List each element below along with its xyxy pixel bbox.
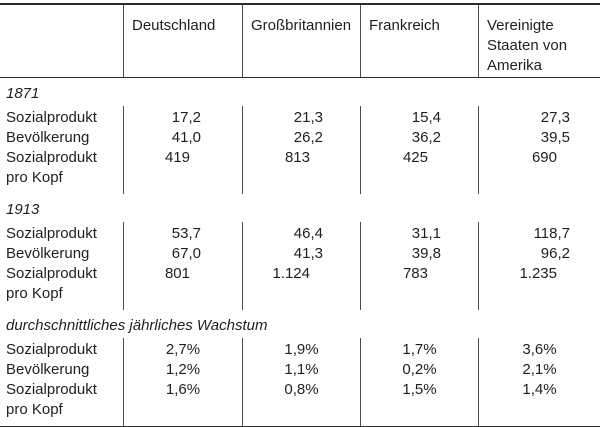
row-label: Sozialprodukt xyxy=(6,225,97,242)
row-label: Bevölkerung xyxy=(6,245,90,262)
row-label: Bevölkerung xyxy=(6,361,90,378)
value-cell: 26,2 xyxy=(242,128,360,148)
value-cell: 31,1 xyxy=(360,222,478,244)
value-cell: 53,7 xyxy=(123,222,242,244)
statistics-table: Deutschland Großbritannien Frankreich Ve… xyxy=(0,3,600,427)
value-cell: 1.124 xyxy=(242,264,360,310)
value-cell: 1,6% xyxy=(123,380,242,426)
value-cell: 801 xyxy=(123,264,242,310)
value-cell: 3,6% xyxy=(478,338,600,360)
column-header-grossbritannien: Großbritannien xyxy=(242,5,360,77)
value-cell: 36,2 xyxy=(360,128,478,148)
value-cell: 96,2 xyxy=(478,244,600,264)
section-1913: 1913 Sozialprodukt 53,7 46,4 31,1 118,7 … xyxy=(0,194,600,310)
value-cell: 0,2% xyxy=(360,360,478,380)
value-cell: 39,8 xyxy=(360,244,478,264)
value-cell: 813 xyxy=(242,148,360,194)
value-cell: 1,7% xyxy=(360,338,478,360)
value-cell: 690 xyxy=(478,148,600,194)
section-label: 1871 xyxy=(6,85,40,102)
row-label: Bevölkerung xyxy=(6,129,90,146)
value-cell: 21,3 xyxy=(242,106,360,128)
section-data-block: Sozialprodukt 17,2 21,3 15,4 27,3 Bevölk… xyxy=(0,106,600,194)
value-cell: 1,5% xyxy=(360,380,478,426)
row-label: Sozialprodukt pro Kopf xyxy=(6,149,97,186)
value-cell: 2,7% xyxy=(123,338,242,360)
section-label: 1913 xyxy=(6,201,40,218)
value-cell: 27,3 xyxy=(478,106,600,128)
value-cell: 783 xyxy=(360,264,478,310)
row-label: Sozialprodukt xyxy=(6,109,97,126)
row-label: Sozialprodukt xyxy=(6,341,97,358)
value-cell: 0,8% xyxy=(242,380,360,426)
value-cell: 425 xyxy=(360,148,478,194)
row-label: Sozialprodukt pro Kopf xyxy=(6,265,97,302)
value-cell: 2,1% xyxy=(478,360,600,380)
value-cell: 1,9% xyxy=(242,338,360,360)
column-header-frankreich: Frankreich xyxy=(360,5,478,77)
table-header-row: Deutschland Großbritannien Frankreich Ve… xyxy=(0,5,600,78)
column-header-deutschland: Deutschland xyxy=(123,5,242,77)
value-cell: 1,2% xyxy=(123,360,242,380)
value-cell: 1.235 xyxy=(478,264,600,310)
value-cell: 41,3 xyxy=(242,244,360,264)
section-data-block: Sozialprodukt 53,7 46,4 31,1 118,7 Bevöl… xyxy=(0,222,600,310)
section-label: durchschnittliches jährliches Wachstum xyxy=(6,317,268,334)
value-cell: 17,2 xyxy=(123,106,242,128)
value-cell: 41,0 xyxy=(123,128,242,148)
value-cell: 67,0 xyxy=(123,244,242,264)
value-cell: 1,4% xyxy=(478,380,600,426)
value-cell: 46,4 xyxy=(242,222,360,244)
value-cell: 1,1% xyxy=(242,360,360,380)
value-cell: 419 xyxy=(123,148,242,194)
value-cell: 118,7 xyxy=(478,222,600,244)
value-cell: 15,4 xyxy=(360,106,478,128)
section-wachstum: durchschnittliches jährliches Wachstum S… xyxy=(0,310,600,426)
corner-cell xyxy=(0,5,123,77)
section-1871: 1871 Sozialprodukt 17,2 21,3 15,4 27,3 B… xyxy=(0,78,600,194)
column-header-usa: Vereinigte Staaten von Amerika xyxy=(478,5,600,77)
row-label: Sozialprodukt pro Kopf xyxy=(6,381,97,418)
section-data-block: Sozialprodukt 2,7% 1,9% 1,7% 3,6% Bevölk… xyxy=(0,338,600,426)
value-cell: 39,5 xyxy=(478,128,600,148)
